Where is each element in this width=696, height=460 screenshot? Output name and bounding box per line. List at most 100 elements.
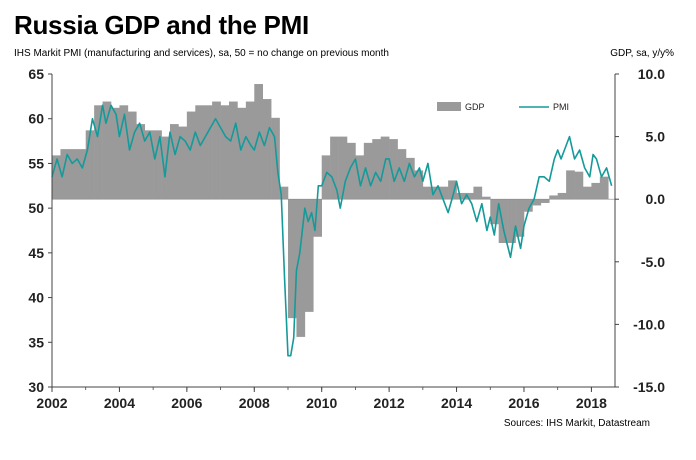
x-tick-label: 2004 (104, 395, 135, 411)
axes: 2002 2004 2006 2008 2010 2012 2014 2016 2018 30 35… (28, 66, 665, 411)
x-tick-label: 2006 (171, 395, 202, 411)
gdp-bar (178, 126, 188, 200)
right-tick-label: 10.0 (638, 66, 665, 82)
gdp-bar (144, 130, 154, 200)
x-tick-label: 2016 (508, 395, 539, 411)
gdp-bar (523, 199, 533, 212)
x-tick-label: 2014 (441, 395, 472, 411)
gdp-bar (439, 186, 449, 200)
gdp-bar (77, 149, 87, 200)
gdp-bar (212, 101, 221, 200)
gdp-bar (85, 130, 95, 200)
right-tick-label: -5.0 (641, 254, 665, 270)
gdp-bar (346, 142, 356, 200)
right-axis-label: GDP, sa, y/y% (610, 48, 674, 59)
gdp-bar (515, 199, 525, 237)
legend-gdp-swatch (437, 102, 461, 111)
x-tick-label: 2002 (36, 395, 67, 411)
gdp-bar (271, 117, 280, 200)
gdp-bars (52, 84, 609, 337)
left-tick-label: 55 (28, 155, 44, 171)
gdp-bar (599, 176, 609, 200)
left-tick-label: 30 (28, 379, 44, 395)
left-tick-label: 35 (28, 334, 44, 350)
left-axis-subtitle: IHS Markit PMI (manufacturing and servic… (14, 48, 389, 59)
gdp-bar (582, 186, 592, 200)
gdp-bar (296, 199, 306, 337)
left-tick-label: 65 (28, 66, 44, 82)
gdp-bar (68, 149, 78, 200)
gdp-bar (94, 105, 103, 200)
gdp-bar (591, 182, 601, 200)
gdp-bar (102, 101, 112, 200)
gdp-bar (363, 142, 373, 200)
gdp-bar (549, 195, 558, 200)
gdp-bar (532, 199, 542, 206)
gdp-bar (313, 199, 322, 237)
left-tick-label: 45 (28, 245, 44, 261)
gdp-bar (498, 199, 508, 244)
right-tick-label: -15.0 (633, 379, 665, 395)
gdp-bar (490, 199, 499, 225)
gdp-bar (456, 192, 466, 200)
gdp-bar (245, 101, 255, 200)
gdp-bar (119, 105, 129, 200)
gdp-bar (380, 136, 390, 200)
gdp-bar (195, 105, 205, 200)
pmi-line (51, 104, 613, 357)
gdp-bar (279, 186, 289, 200)
left-tick-label: 60 (28, 111, 44, 127)
gdp-bar (574, 171, 584, 200)
gdp-bar (52, 155, 61, 200)
gdp-bar (220, 105, 230, 200)
gdp-bar (566, 170, 575, 200)
gdp-bar (186, 111, 196, 200)
gdp-bar (127, 111, 137, 200)
gdp-bar (372, 139, 381, 200)
x-tick-label: 2012 (374, 395, 405, 411)
gdp-bar (203, 105, 213, 200)
gdp-bar (237, 107, 247, 200)
x-tick-label: 2018 (576, 395, 607, 411)
source-note: Sources: IHS Markit, Datastream (503, 418, 650, 429)
legend-pmi-label: PMI (553, 102, 569, 112)
chart-title: Russia GDP and the PMI (14, 10, 309, 40)
gdp-bar (431, 186, 440, 200)
gdp-bar (448, 180, 457, 200)
right-tick-label: 0.0 (646, 191, 666, 207)
gdp-bar (330, 136, 339, 200)
gdp-bar (473, 186, 483, 200)
gdp-bar (254, 84, 264, 200)
right-tick-label: -10.0 (633, 316, 665, 332)
gdp-bar (540, 199, 550, 203)
gdp-bar (60, 149, 70, 200)
gdp-bar (287, 199, 297, 319)
legend: GDP PMI (437, 102, 569, 112)
gdp-bar (153, 130, 162, 200)
gdp-bar (464, 192, 474, 200)
left-tick-label: 50 (28, 200, 44, 216)
gdp-bar (414, 170, 424, 200)
gdp-bar (405, 157, 415, 200)
left-tick-label: 40 (28, 290, 44, 306)
x-tick-label: 2010 (306, 395, 337, 411)
gdp-bar (321, 155, 331, 200)
gdp-bar (355, 155, 365, 200)
gdp-bar (228, 101, 238, 200)
gdp-bar (169, 124, 179, 200)
gdp-bar (304, 199, 314, 312)
gdp-bar (338, 136, 348, 200)
right-tick-label: 5.0 (646, 129, 666, 145)
gdp-bar (136, 124, 146, 200)
gdp-bar (422, 186, 432, 200)
gdp-bar (507, 199, 516, 244)
x-tick-label: 2008 (239, 395, 270, 411)
gdp-bar (557, 192, 567, 200)
gdp-bar (111, 107, 120, 200)
pmi-line-group (51, 104, 613, 357)
gdp-bar (262, 99, 272, 200)
legend-gdp-label: GDP (465, 102, 485, 112)
gdp-bar (481, 196, 491, 200)
gdp-bar (389, 139, 398, 200)
